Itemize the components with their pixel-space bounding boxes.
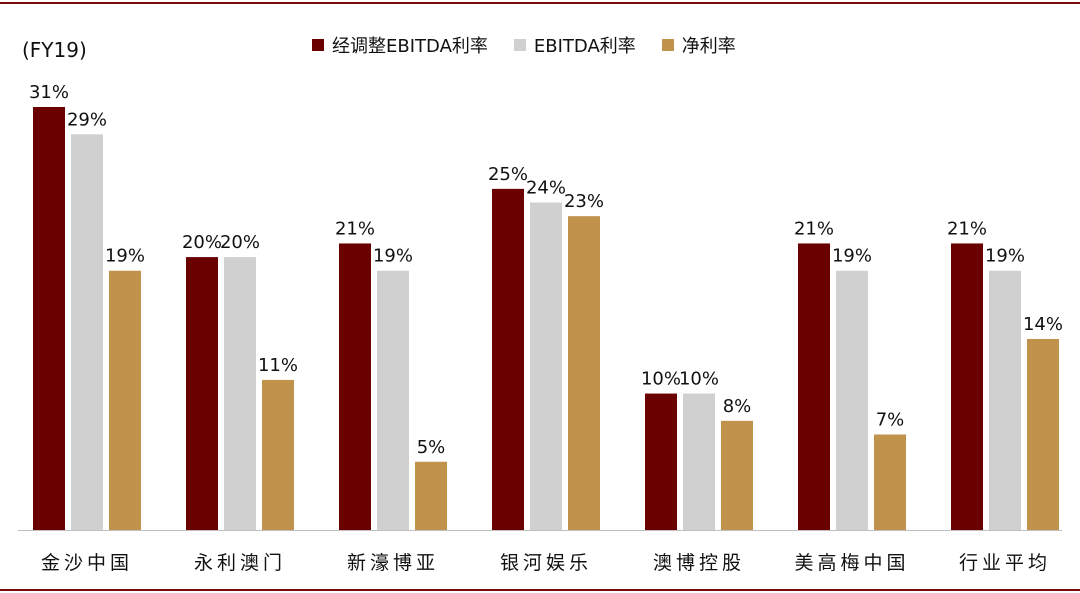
legend-item-adjusted-ebitda: 经调整EBITDA利率 xyxy=(312,32,488,58)
chart-legend: 经调整EBITDA利率 EBITDA利率 净利率 xyxy=(312,32,762,58)
bar xyxy=(798,243,830,531)
bar xyxy=(874,434,906,530)
bar xyxy=(339,243,371,531)
data-label: 10% xyxy=(679,369,719,390)
x-tick-label: 新濠博亚 xyxy=(347,552,439,574)
bar xyxy=(568,216,600,530)
data-label: 8% xyxy=(723,396,752,417)
bar xyxy=(415,461,447,530)
legend-swatch-ebitda xyxy=(513,39,526,51)
bar xyxy=(836,270,868,530)
x-tick-label: 行业平均 xyxy=(959,552,1051,574)
legend-swatch-adjusted-ebitda xyxy=(312,39,324,51)
bar xyxy=(186,257,218,530)
data-label: 29% xyxy=(67,109,107,130)
x-tick-label: 金沙中国 xyxy=(41,552,133,574)
legend-label-adjusted-ebitda: 经调整EBITDA利率 xyxy=(332,36,488,57)
bar xyxy=(1027,338,1059,530)
bar xyxy=(33,107,65,530)
data-label: 14% xyxy=(1023,314,1063,335)
data-label: 25% xyxy=(488,164,528,185)
bottom-border xyxy=(0,589,1080,591)
x-tick-label: 美高梅中国 xyxy=(794,552,909,574)
bar xyxy=(492,188,524,530)
bar xyxy=(71,134,103,530)
legend-label-ebitda: EBITDA利率 xyxy=(533,36,636,57)
data-label: 21% xyxy=(794,218,834,239)
data-label: 21% xyxy=(335,218,375,239)
legend-item-net-margin: 净利率 xyxy=(661,32,736,58)
legend-item-ebitda: EBITDA利率 xyxy=(513,32,636,58)
data-label: 11% xyxy=(258,355,298,376)
bar xyxy=(721,420,753,530)
x-tick-label: 永利澳门 xyxy=(194,552,286,574)
bar xyxy=(683,393,715,530)
bar xyxy=(224,257,256,530)
data-label: 31% xyxy=(29,82,69,103)
data-label: 21% xyxy=(947,218,987,239)
bar xyxy=(530,202,562,531)
x-tick-label: 银河娱乐 xyxy=(500,552,592,574)
data-label: 19% xyxy=(832,246,872,267)
data-label: 19% xyxy=(105,246,145,267)
bar xyxy=(262,379,294,530)
x-tick-label: 澳博控股 xyxy=(653,552,745,574)
data-label: 7% xyxy=(876,409,905,430)
bar xyxy=(109,270,141,530)
data-label: 23% xyxy=(564,191,604,212)
data-label: 10% xyxy=(641,369,681,390)
legend-label-net-margin: 净利率 xyxy=(681,36,736,57)
bar xyxy=(951,243,983,531)
bar xyxy=(645,393,677,530)
data-label: 19% xyxy=(373,246,413,267)
top-border xyxy=(0,2,1080,4)
legend-swatch-net-margin xyxy=(661,39,674,51)
unit-label: (FY19) xyxy=(22,38,87,62)
data-label: 24% xyxy=(526,178,566,199)
data-label: 20% xyxy=(220,232,260,253)
data-label: 20% xyxy=(182,232,222,253)
bar xyxy=(989,270,1021,530)
bar xyxy=(377,270,409,530)
data-label: 5% xyxy=(417,437,446,458)
data-label: 19% xyxy=(985,246,1025,267)
